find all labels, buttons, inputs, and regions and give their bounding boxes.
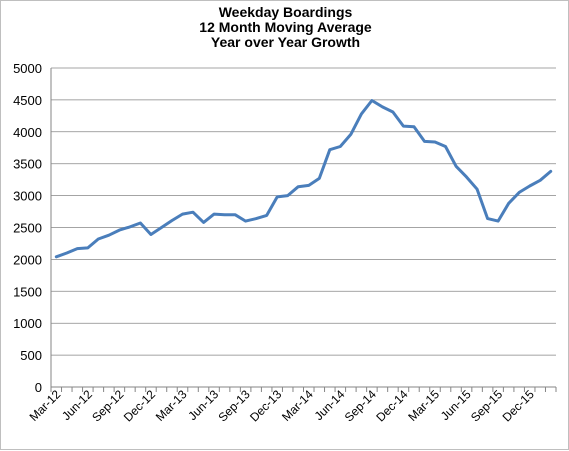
- data-point: [318, 177, 321, 180]
- data-point: [254, 217, 258, 220]
- data-point: [181, 212, 184, 216]
- data-point: [328, 148, 332, 151]
- y-tick-label: 2000: [13, 252, 42, 267]
- x-tick-label: Sep-13: [215, 387, 252, 424]
- data-point: [65, 251, 68, 255]
- series-line: [54, 99, 553, 259]
- data-point: [223, 213, 226, 216]
- y-tick-label: 4000: [13, 125, 42, 140]
- data-point: [202, 221, 205, 224]
- data-point: [307, 184, 310, 187]
- data-point: [528, 184, 531, 188]
- chart-title-line-3: Year over Year Growth: [210, 34, 361, 50]
- x-tick-label: Jun-13: [185, 387, 221, 423]
- data-point: [212, 212, 216, 216]
- data-point: [507, 202, 510, 205]
- data-point: [496, 219, 500, 223]
- y-tick-label: 1000: [13, 316, 42, 331]
- data-point: [539, 179, 542, 182]
- data-point: [402, 124, 405, 128]
- data-point: [128, 225, 132, 229]
- y-tick-label: 1500: [13, 284, 42, 299]
- data-point: [118, 228, 121, 232]
- data-point: [339, 145, 342, 148]
- data-point: [517, 191, 521, 194]
- data-point: [191, 210, 195, 214]
- data-point: [286, 194, 289, 197]
- data-point: [297, 185, 300, 188]
- data-point: [349, 133, 353, 136]
- x-tick-label: Mar-14: [279, 387, 316, 424]
- x-tick-label: Sep-12: [89, 387, 126, 424]
- x-tick-label: Sep-14: [342, 387, 379, 424]
- y-tick-label: 4500: [13, 93, 42, 108]
- chart-title: Weekday Boardings 12 Month Moving Averag…: [1, 5, 569, 50]
- x-tick-label: Sep-15: [468, 387, 505, 424]
- x-tick-label: Mar-12: [27, 387, 64, 424]
- x-tick-label: Mar-15: [405, 387, 442, 424]
- data-point: [391, 110, 395, 114]
- data-point: [370, 99, 374, 102]
- data-point: [233, 213, 237, 216]
- chart-title-line-2: 12 Month Moving Average: [199, 19, 372, 35]
- data-point: [423, 140, 426, 143]
- x-tick-label: Dec-12: [121, 387, 158, 424]
- data-point: [149, 233, 153, 236]
- data-point: [107, 233, 111, 237]
- x-tick-label: Jun-14: [312, 387, 348, 423]
- y-tick-label: 3500: [13, 157, 42, 172]
- x-tick-label: Mar-13: [153, 387, 190, 424]
- x-tick-label: Jun-15: [438, 387, 474, 423]
- y-tick-label: 0: [35, 380, 42, 395]
- data-point: [412, 125, 416, 128]
- data-point: [160, 226, 163, 229]
- data-point: [170, 219, 174, 222]
- data-point: [244, 219, 247, 223]
- x-tick-label: Dec-15: [500, 387, 537, 424]
- y-tick-label: 5000: [13, 61, 42, 76]
- data-point: [549, 170, 552, 173]
- y-tick-label: 3000: [13, 189, 42, 204]
- y-tick-label: 2500: [13, 221, 42, 236]
- data-point: [55, 255, 58, 259]
- data-point: [275, 195, 279, 199]
- data-point: [444, 145, 447, 148]
- data-point: [486, 217, 489, 220]
- x-tick-label: Dec-13: [247, 387, 284, 424]
- data-point: [454, 165, 458, 168]
- y-tick-label: 500: [20, 348, 42, 363]
- data-point: [139, 221, 142, 225]
- data-point: [360, 112, 363, 116]
- data-point: [465, 175, 468, 179]
- data-point: [475, 188, 479, 191]
- x-tick-label: Jun-12: [59, 387, 95, 423]
- x-tick-label: Dec-14: [373, 387, 410, 424]
- data-point: [97, 237, 100, 241]
- data-point: [76, 247, 79, 250]
- data-point: [265, 214, 268, 217]
- data-point: [433, 140, 437, 144]
- data-point: [86, 246, 90, 250]
- chart-title-line-1: Weekday Boardings: [218, 4, 353, 20]
- data-point: [381, 105, 384, 109]
